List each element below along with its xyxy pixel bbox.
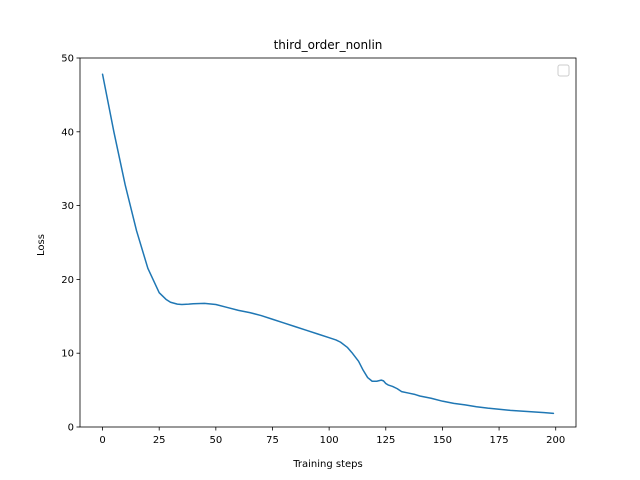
y-tick-label: 50: [61, 54, 74, 65]
x-tick-label: 100: [320, 435, 339, 446]
y-tick-label: 30: [61, 201, 74, 212]
x-tick-label: 0: [99, 435, 105, 446]
x-tick-label: 200: [546, 435, 565, 446]
x-tick-label: 175: [490, 435, 509, 446]
axes-frame: [79, 57, 577, 428]
x-tick-label: 150: [433, 435, 452, 446]
y-tick-label: 10: [61, 349, 74, 360]
chart-title: third_order_nonlin: [274, 38, 383, 52]
y-tick-label: 40: [61, 127, 74, 138]
y-tick-label: 20: [61, 275, 74, 286]
x-tick-label: 25: [153, 435, 166, 446]
y-tick-label: 0: [68, 423, 74, 434]
y-axis-label: Loss: [36, 234, 47, 256]
legend-box: [557, 64, 570, 77]
x-tick-label: 125: [376, 435, 395, 446]
plot-area: 0 25 50 75 100 125 150 175 200 0 10 20 30 40 50: [61, 54, 577, 446]
series-line-0: [101, 73, 555, 415]
x-tick-label: 50: [209, 435, 222, 446]
x-axis-label: Training steps: [292, 459, 362, 470]
x-tick-label: 75: [266, 435, 279, 446]
